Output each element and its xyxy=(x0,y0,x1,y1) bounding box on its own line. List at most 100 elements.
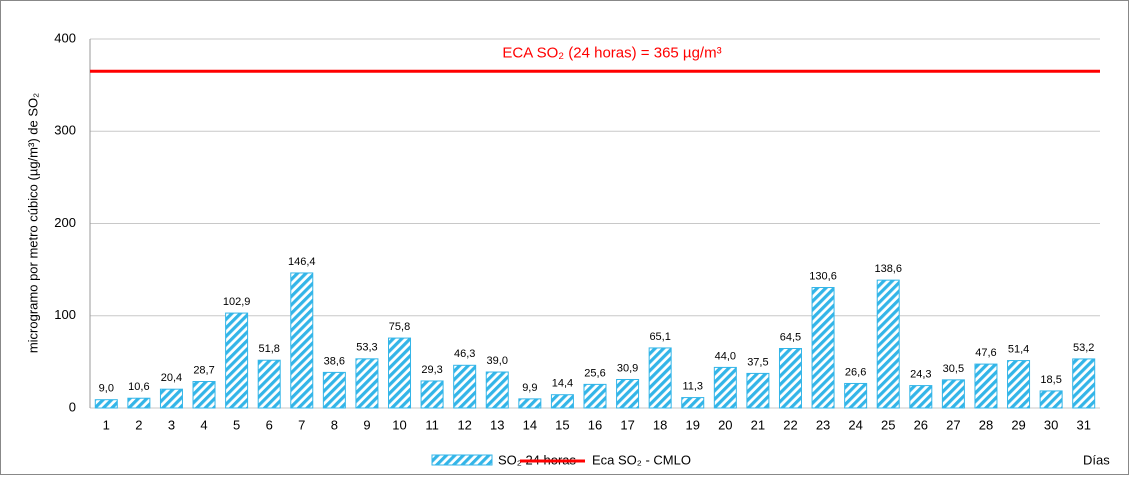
x-tick-label: 16 xyxy=(588,417,602,432)
data-label: 20,4 xyxy=(161,372,182,384)
data-label: 53,2 xyxy=(1073,342,1094,354)
x-tick-label: 14 xyxy=(523,417,537,432)
x-tick-label: 6 xyxy=(266,417,273,432)
x-tick-label: 28 xyxy=(979,417,993,432)
legend-label: Eca SO₂ - CMLO xyxy=(592,452,691,467)
legend-swatch xyxy=(431,454,493,466)
x-tick-label: 12 xyxy=(457,417,471,432)
x-axis-label: Días xyxy=(1083,452,1110,467)
bar xyxy=(550,394,574,409)
x-tick-label: 1 xyxy=(103,417,110,432)
bar xyxy=(1007,360,1031,409)
bar xyxy=(1039,390,1063,409)
y-tick-label: 300 xyxy=(54,123,76,138)
data-label: 75,8 xyxy=(389,321,410,333)
bar xyxy=(453,364,477,409)
data-label: 65,1 xyxy=(649,331,670,343)
bar xyxy=(941,379,965,409)
y-tick-label: 200 xyxy=(54,215,76,230)
data-label: 51,4 xyxy=(1008,343,1029,355)
bar xyxy=(485,371,509,409)
data-label: 24,3 xyxy=(910,368,931,380)
data-label: 26,6 xyxy=(845,366,866,378)
data-label: 28,7 xyxy=(193,364,214,376)
bar xyxy=(778,347,802,409)
bar xyxy=(388,337,412,409)
x-tick-label: 30 xyxy=(1044,417,1058,432)
x-tick-label: 21 xyxy=(751,417,765,432)
data-label: 30,5 xyxy=(943,363,964,375)
bar xyxy=(616,378,640,409)
bar xyxy=(909,385,933,409)
bar xyxy=(127,397,151,409)
data-label: 29,3 xyxy=(421,364,442,376)
bar xyxy=(844,382,868,409)
x-tick-label: 15 xyxy=(555,417,569,432)
x-tick-label: 23 xyxy=(816,417,830,432)
bar xyxy=(746,372,770,409)
x-tick-label: 17 xyxy=(620,417,634,432)
bar xyxy=(94,399,118,409)
bar xyxy=(225,312,249,409)
bar xyxy=(876,279,900,409)
x-tick-label: 25 xyxy=(881,417,895,432)
x-tick-label: 9 xyxy=(363,417,370,432)
x-tick-label: 18 xyxy=(653,417,667,432)
bar xyxy=(192,381,216,409)
bar xyxy=(290,272,314,409)
data-label: 9,0 xyxy=(99,383,114,395)
data-label: 39,0 xyxy=(487,355,508,367)
data-label: 37,5 xyxy=(747,356,768,368)
x-tick-label: 26 xyxy=(914,417,928,432)
bar xyxy=(974,363,998,409)
reference-label: ECA SO₂ (24 horas) = 365 µg/m³ xyxy=(502,44,721,61)
bar xyxy=(518,398,542,409)
bar xyxy=(583,383,607,409)
data-label: 47,6 xyxy=(975,347,996,359)
bar xyxy=(681,397,705,409)
data-label: 9,9 xyxy=(522,382,537,394)
bar xyxy=(713,366,737,409)
data-label: 11,3 xyxy=(682,380,703,392)
data-label: 138,6 xyxy=(874,263,902,275)
data-label: 102,9 xyxy=(223,296,251,308)
data-label: 38,6 xyxy=(324,355,345,367)
data-label: 51,8 xyxy=(258,343,279,355)
bar xyxy=(159,388,183,409)
data-label: 146,4 xyxy=(288,256,316,268)
bar xyxy=(811,287,835,409)
y-tick-label: 100 xyxy=(54,307,76,322)
data-label: 46,3 xyxy=(454,348,475,360)
data-label: 18,5 xyxy=(1040,374,1061,386)
x-tick-label: 22 xyxy=(783,417,797,432)
x-tick-label: 8 xyxy=(331,417,338,432)
data-label: 14,4 xyxy=(552,378,573,390)
data-label: 53,3 xyxy=(356,342,377,354)
x-tick-label: 3 xyxy=(168,417,175,432)
data-label: 130,6 xyxy=(809,270,837,282)
data-label: 64,5 xyxy=(780,331,801,343)
x-tick-label: 24 xyxy=(848,417,862,432)
bar xyxy=(648,347,672,409)
x-tick-label: 11 xyxy=(425,417,439,432)
x-tick-label: 31 xyxy=(1076,417,1090,432)
bar xyxy=(1072,358,1096,409)
x-tick-label: 7 xyxy=(298,417,305,432)
data-label: 30,9 xyxy=(617,362,638,374)
x-tick-label: 10 xyxy=(392,417,406,432)
y-tick-label: 400 xyxy=(54,30,76,45)
x-tick-label: 5 xyxy=(233,417,240,432)
bar xyxy=(257,359,281,409)
y-axis-label: microgramo por metro cúbico (µg/m³) de S… xyxy=(25,93,40,353)
data-label: 25,6 xyxy=(584,367,605,379)
x-tick-label: 20 xyxy=(718,417,732,432)
data-label: 10,6 xyxy=(128,381,149,393)
y-tick-label: 0 xyxy=(69,399,76,414)
bar xyxy=(322,371,346,409)
bar xyxy=(355,358,379,409)
x-tick-label: 19 xyxy=(686,417,700,432)
bar xyxy=(420,380,444,409)
x-tick-label: 2 xyxy=(135,417,142,432)
x-tick-label: 27 xyxy=(946,417,960,432)
